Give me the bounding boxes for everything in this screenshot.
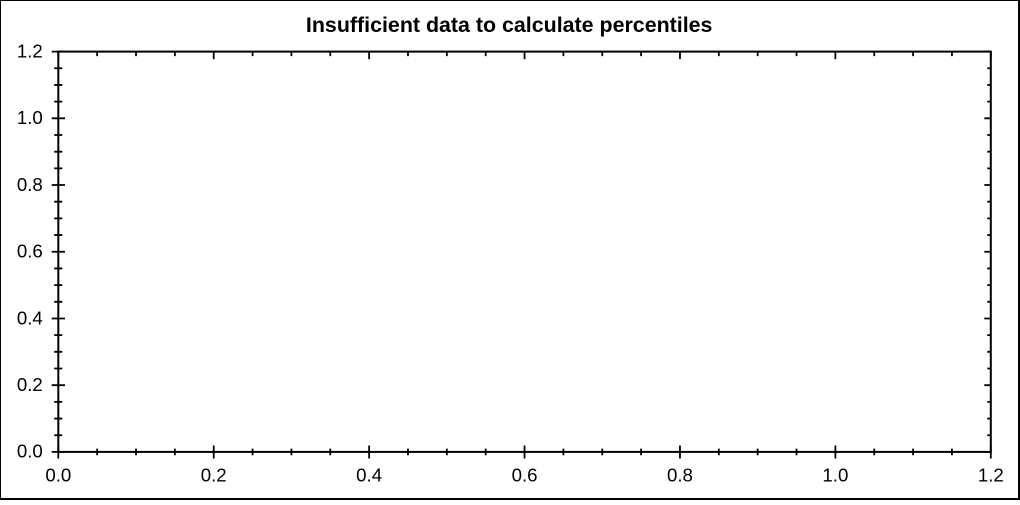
svg-text:1.0: 1.0 — [17, 107, 43, 128]
svg-text:1.2: 1.2 — [978, 464, 1004, 485]
svg-text:0.0: 0.0 — [17, 441, 43, 462]
svg-text:0.4: 0.4 — [17, 307, 43, 328]
svg-text:0.8: 0.8 — [667, 464, 693, 485]
svg-text:1.2: 1.2 — [17, 40, 43, 61]
svg-text:0.6: 0.6 — [17, 241, 43, 262]
svg-text:0.8: 0.8 — [17, 174, 43, 195]
svg-text:1.0: 1.0 — [822, 464, 848, 485]
svg-text:0.2: 0.2 — [17, 374, 43, 395]
svg-text:0.0: 0.0 — [45, 464, 71, 485]
svg-text:Insufficient data to calculate: Insufficient data to calculate percentil… — [306, 13, 713, 37]
svg-text:0.6: 0.6 — [512, 464, 538, 485]
svg-text:0.4: 0.4 — [356, 464, 382, 485]
svg-text:0.2: 0.2 — [201, 464, 227, 485]
